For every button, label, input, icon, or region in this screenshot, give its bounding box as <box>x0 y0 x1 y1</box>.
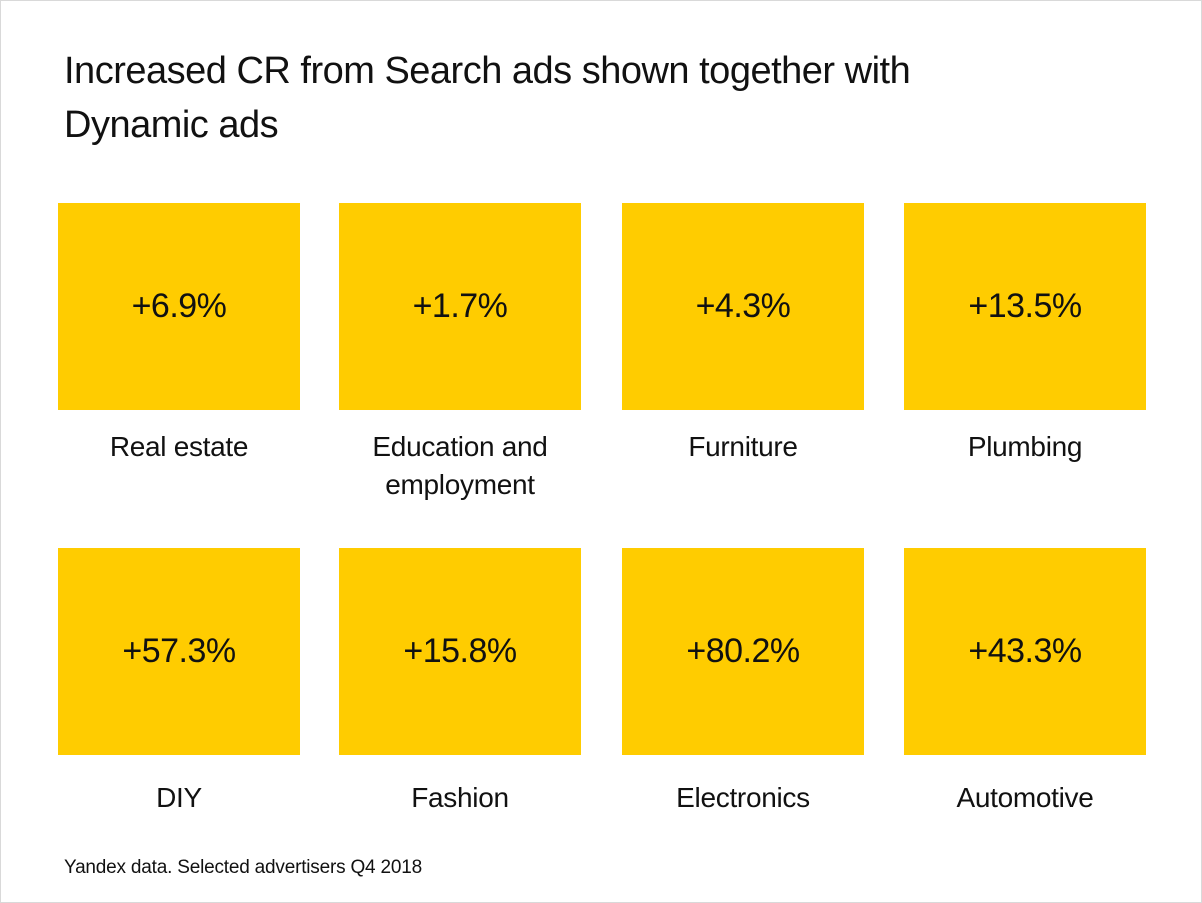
value-tile-electronics: +80.2% <box>622 548 864 755</box>
chart-title: Increased CR from Search ads shown toget… <box>64 50 911 146</box>
value-label: +6.9% <box>131 287 227 325</box>
value-label: +43.3% <box>968 632 1082 670</box>
category-label-education-and-employment: Education and employment <box>372 431 548 500</box>
value-label: +4.3% <box>695 287 791 325</box>
category-label-electronics: Electronics <box>676 782 810 813</box>
value-tile-education-and-employment: +1.7% <box>339 203 581 410</box>
category-label-diy: DIY <box>156 782 202 813</box>
footnote: Yandex data. Selected advertisers Q4 201… <box>64 857 422 878</box>
value-tile-automotive: +43.3% <box>904 548 1146 755</box>
value-tile-furniture: +4.3% <box>622 203 864 410</box>
value-label: +80.2% <box>686 632 800 670</box>
value-label: +1.7% <box>412 287 508 325</box>
value-label: +13.5% <box>968 287 1082 325</box>
value-label: +15.8% <box>403 632 517 670</box>
value-tile-diy: +57.3% <box>58 548 300 755</box>
category-label-fashion: Fashion <box>411 782 509 813</box>
category-label-plumbing: Plumbing <box>967 431 1083 462</box>
value-tile-fashion: +15.8% <box>339 548 581 755</box>
value-tile-plumbing: +13.5% <box>904 203 1146 410</box>
category-label-furniture: Furniture <box>688 431 798 462</box>
value-tile-real-estate: +6.9% <box>58 203 300 410</box>
category-label-real-estate: Real estate <box>109 431 249 462</box>
value-label: +57.3% <box>122 632 236 670</box>
category-label-automotive: Automotive <box>956 782 1094 813</box>
